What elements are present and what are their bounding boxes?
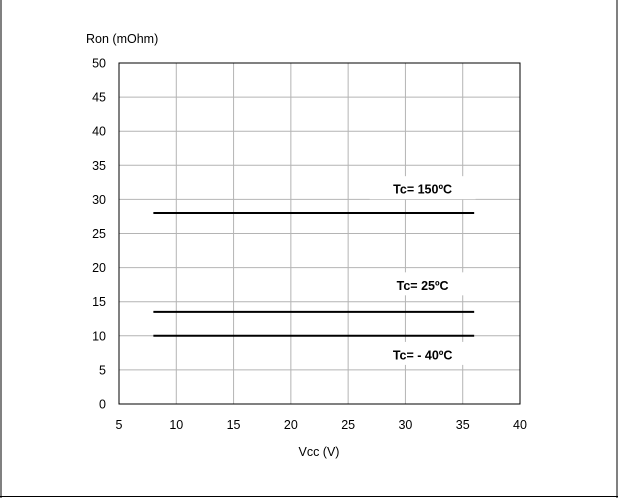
y-tick-label: 30 xyxy=(92,193,106,207)
x-tick-label: 35 xyxy=(456,418,470,432)
series-annotation: Tc= - 40ºC xyxy=(393,348,453,362)
annotation-background xyxy=(369,341,476,365)
series-group xyxy=(153,212,475,337)
series-annotation: Tc= 150ºC xyxy=(393,183,452,197)
y-tick-label: 5 xyxy=(99,363,106,377)
x-tick-label: 30 xyxy=(398,418,412,432)
y-axis-label: Ron (mOhm) xyxy=(86,32,158,46)
x-tick-label: 40 xyxy=(513,418,527,432)
x-tick-label: 5 xyxy=(116,418,123,432)
y-tick-labels: 0 5 10 15 20 25 30 35 40 45 50 xyxy=(92,57,106,412)
y-tick-label: 50 xyxy=(92,57,106,71)
y-tick-label: 10 xyxy=(92,329,106,343)
y-tick-label: 35 xyxy=(92,159,106,173)
x-axis-label: Vcc (V) xyxy=(299,445,340,459)
y-tick-label: 20 xyxy=(92,261,106,275)
y-tick-label: 45 xyxy=(92,91,106,105)
annotation-background xyxy=(369,272,476,296)
x-tick-label: 10 xyxy=(169,418,183,432)
x-tick-labels: 5 10 15 20 25 30 35 40 xyxy=(116,418,527,432)
plot-border xyxy=(118,62,521,405)
y-tick-label: 0 xyxy=(99,398,106,412)
y-tick-label: 15 xyxy=(92,295,106,309)
annotation-background xyxy=(369,176,476,200)
y-tick-label: 25 xyxy=(92,227,106,241)
annotations: Tc= 150ºC Tc= 25ºC Tc= - 40ºC xyxy=(369,176,476,365)
x-tick-label: 25 xyxy=(341,418,355,432)
x-tick-label: 20 xyxy=(284,418,298,432)
x-tick-label: 15 xyxy=(227,418,241,432)
y-tick-label: 40 xyxy=(92,125,106,139)
series-annotation: Tc= 25ºC xyxy=(397,279,449,293)
